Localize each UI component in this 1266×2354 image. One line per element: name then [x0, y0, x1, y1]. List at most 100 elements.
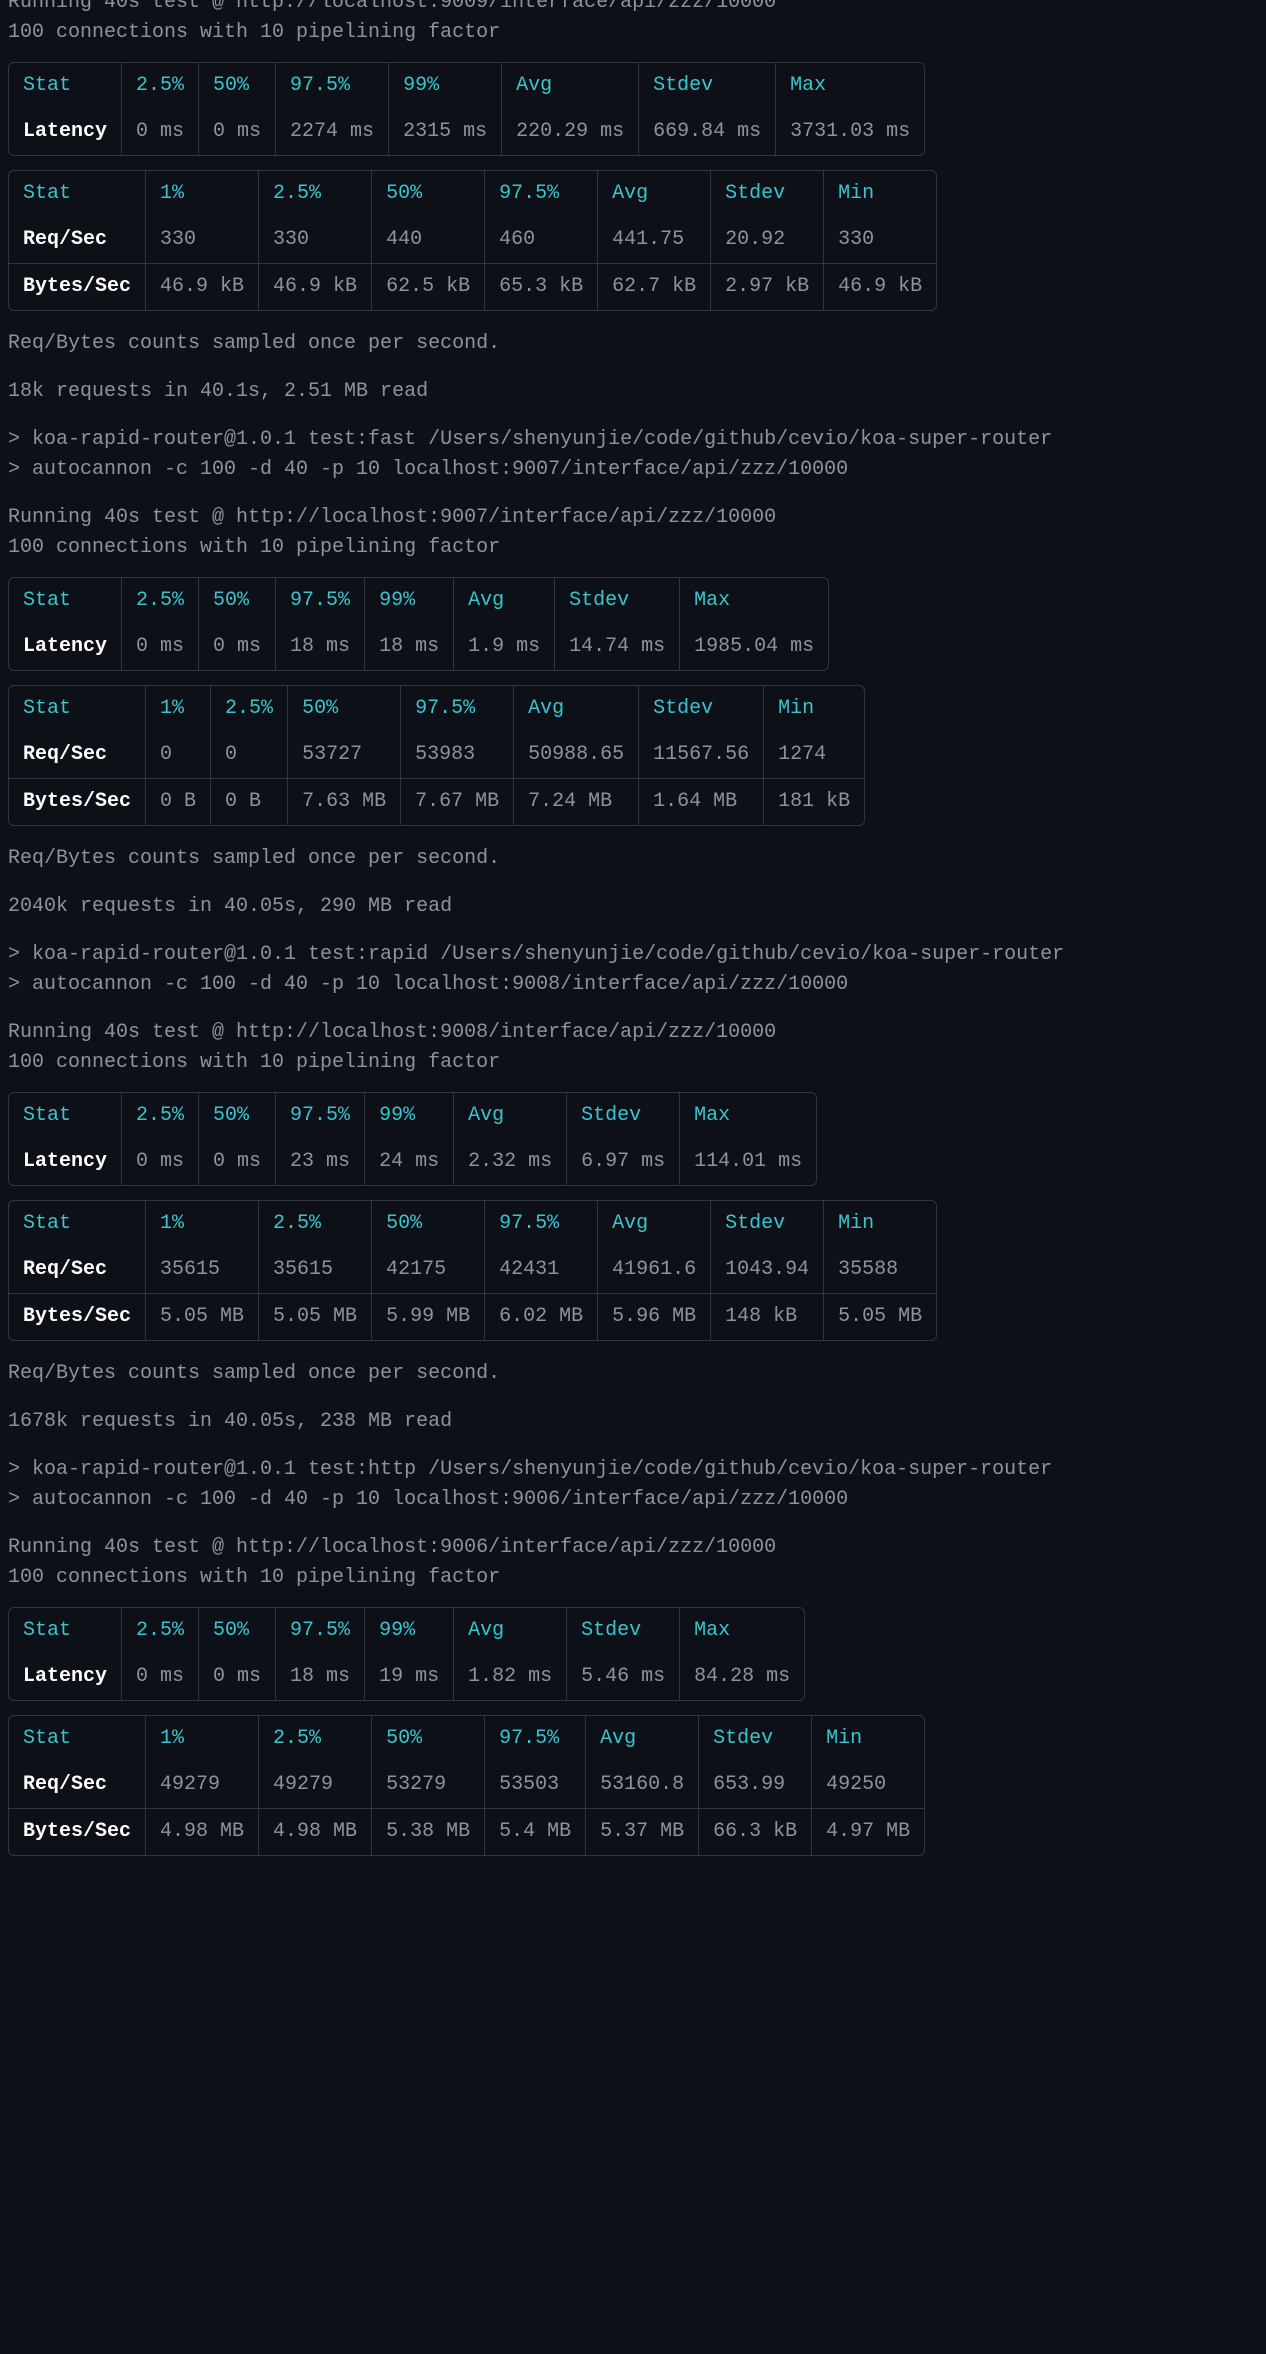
table-cell: 3731.03 ms — [776, 109, 924, 155]
table-header: Stdev — [639, 63, 776, 109]
table-cell: 53727 — [288, 732, 401, 779]
table-cell: 19 ms — [365, 1654, 454, 1700]
table-cell: 0 ms — [199, 1654, 276, 1700]
table-row: Bytes/Sec 46.9 kB 46.9 kB 62.5 kB 65.3 k… — [9, 264, 936, 310]
table-header: Avg — [586, 1716, 699, 1762]
row-label: Req/Sec — [9, 217, 146, 264]
table-header: Min — [824, 1201, 936, 1247]
table-cell: 2.97 kB — [711, 264, 824, 310]
table-cell: 0 ms — [199, 109, 276, 155]
table-header: 50% — [372, 171, 485, 217]
table-header: Stdev — [711, 1201, 824, 1247]
table-header: 97.5% — [276, 1608, 365, 1654]
command-line: > autocannon -c 100 -d 40 -p 10 localhos… — [8, 455, 1258, 485]
sampled-note: Req/Bytes counts sampled once per second… — [8, 329, 1258, 359]
table-row: Latency 0 ms 0 ms 18 ms 18 ms 1.9 ms 14.… — [9, 624, 828, 670]
table-row: Latency 0 ms 0 ms 18 ms 19 ms 1.82 ms 5.… — [9, 1654, 804, 1700]
running-line: Running 40s test @ http://localhost:9008… — [8, 1018, 1258, 1048]
table-header: Stat — [9, 686, 146, 732]
row-label: Latency — [9, 624, 122, 670]
table-header: 99% — [389, 63, 502, 109]
table-cell: 5.96 MB — [598, 1294, 711, 1340]
running-line: 100 connections with 10 pipelining facto… — [8, 1563, 1258, 1593]
table-cell: 5.05 MB — [259, 1294, 372, 1340]
row-label: Bytes/Sec — [9, 779, 146, 825]
table-cell: 0 B — [211, 779, 288, 825]
table-cell: 4.98 MB — [146, 1809, 259, 1855]
table-row: Latency 0 ms 0 ms 23 ms 24 ms 2.32 ms 6.… — [9, 1139, 816, 1185]
table-cell: 20.92 — [711, 217, 824, 264]
table-cell: 1043.94 — [711, 1247, 824, 1294]
table-cell: 653.99 — [699, 1762, 812, 1809]
throughput-table: Stat 1% 2.5% 50% 97.5% Avg Stdev Min Req… — [8, 170, 937, 311]
table-header: 2.5% — [122, 1608, 199, 1654]
table-cell: 440 — [372, 217, 485, 264]
table-cell: 0 ms — [122, 109, 199, 155]
table-header: Avg — [514, 686, 639, 732]
table-header: 2.5% — [122, 63, 199, 109]
table-header: Min — [812, 1716, 924, 1762]
row-label: Req/Sec — [9, 732, 146, 779]
row-label: Bytes/Sec — [9, 1809, 146, 1855]
table-header: 99% — [365, 1093, 454, 1139]
table-cell: 53279 — [372, 1762, 485, 1809]
table-header: 97.5% — [401, 686, 514, 732]
table-cell: 148 kB — [711, 1294, 824, 1340]
table-cell: 23 ms — [276, 1139, 365, 1185]
table-header: 97.5% — [276, 578, 365, 624]
table-header: Stat — [9, 171, 146, 217]
table-header: 97.5% — [485, 1716, 586, 1762]
table-cell: 7.67 MB — [401, 779, 514, 825]
table-header: 1% — [146, 1201, 259, 1247]
table-row: Req/Sec 330 330 440 460 441.75 20.92 330 — [9, 217, 936, 264]
table-header: Stdev — [567, 1093, 680, 1139]
table-header: 2.5% — [122, 578, 199, 624]
table-cell: 4.97 MB — [812, 1809, 924, 1855]
table-cell: 18 ms — [365, 624, 454, 670]
table-header: Stat — [9, 63, 122, 109]
table-cell: 42431 — [485, 1247, 598, 1294]
table-cell: 0 ms — [122, 624, 199, 670]
table-cell: 5.4 MB — [485, 1809, 586, 1855]
table-header: Max — [680, 578, 828, 624]
table-header: 50% — [199, 1608, 276, 1654]
table-header: Stat — [9, 1201, 146, 1247]
table-cell: 5.37 MB — [586, 1809, 699, 1855]
latency-table: Stat 2.5% 50% 97.5% 99% Avg Stdev Max La… — [8, 577, 829, 671]
running-line: 100 connections with 10 pipelining facto… — [8, 533, 1258, 563]
table-header: Max — [680, 1093, 816, 1139]
table-cell: 18 ms — [276, 624, 365, 670]
table-header: 2.5% — [211, 686, 288, 732]
table-cell: 2315 ms — [389, 109, 502, 155]
command-line: > autocannon -c 100 -d 40 -p 10 localhos… — [8, 970, 1258, 1000]
table-cell: 49279 — [146, 1762, 259, 1809]
latency-table: Stat 2.5% 50% 97.5% 99% Avg Stdev Max La… — [8, 1092, 817, 1186]
table-header: 97.5% — [276, 63, 389, 109]
table-cell: 84.28 ms — [680, 1654, 804, 1700]
table-cell: 35588 — [824, 1247, 936, 1294]
table-header: Stat — [9, 1608, 122, 1654]
table-cell: 53160.8 — [586, 1762, 699, 1809]
table-cell: 181 kB — [764, 779, 864, 825]
table-cell: 0 ms — [199, 1139, 276, 1185]
table-header: 50% — [199, 1093, 276, 1139]
table-header: Max — [680, 1608, 804, 1654]
table-cell: 330 — [824, 217, 936, 264]
table-cell: 42175 — [372, 1247, 485, 1294]
table-cell: 5.05 MB — [146, 1294, 259, 1340]
table-cell: 2274 ms — [276, 109, 389, 155]
table-row: Req/Sec 0 0 53727 53983 50988.65 11567.5… — [9, 732, 864, 779]
table-cell: 53503 — [485, 1762, 586, 1809]
table-cell: 1274 — [764, 732, 864, 779]
table-header: 2.5% — [259, 171, 372, 217]
table-row: Bytes/Sec 4.98 MB 4.98 MB 5.38 MB 5.4 MB… — [9, 1809, 924, 1855]
summary-line: 2040k requests in 40.05s, 290 MB read — [8, 892, 1258, 922]
table-header: 2.5% — [259, 1716, 372, 1762]
throughput-table: Stat 1% 2.5% 50% 97.5% Avg Stdev Min Req… — [8, 685, 865, 826]
table-cell: 35615 — [259, 1247, 372, 1294]
table-header: Stat — [9, 1093, 122, 1139]
row-label: Latency — [9, 1139, 122, 1185]
table-cell: 7.24 MB — [514, 779, 639, 825]
table-cell: 5.05 MB — [824, 1294, 936, 1340]
table-cell: 0 — [211, 732, 288, 779]
